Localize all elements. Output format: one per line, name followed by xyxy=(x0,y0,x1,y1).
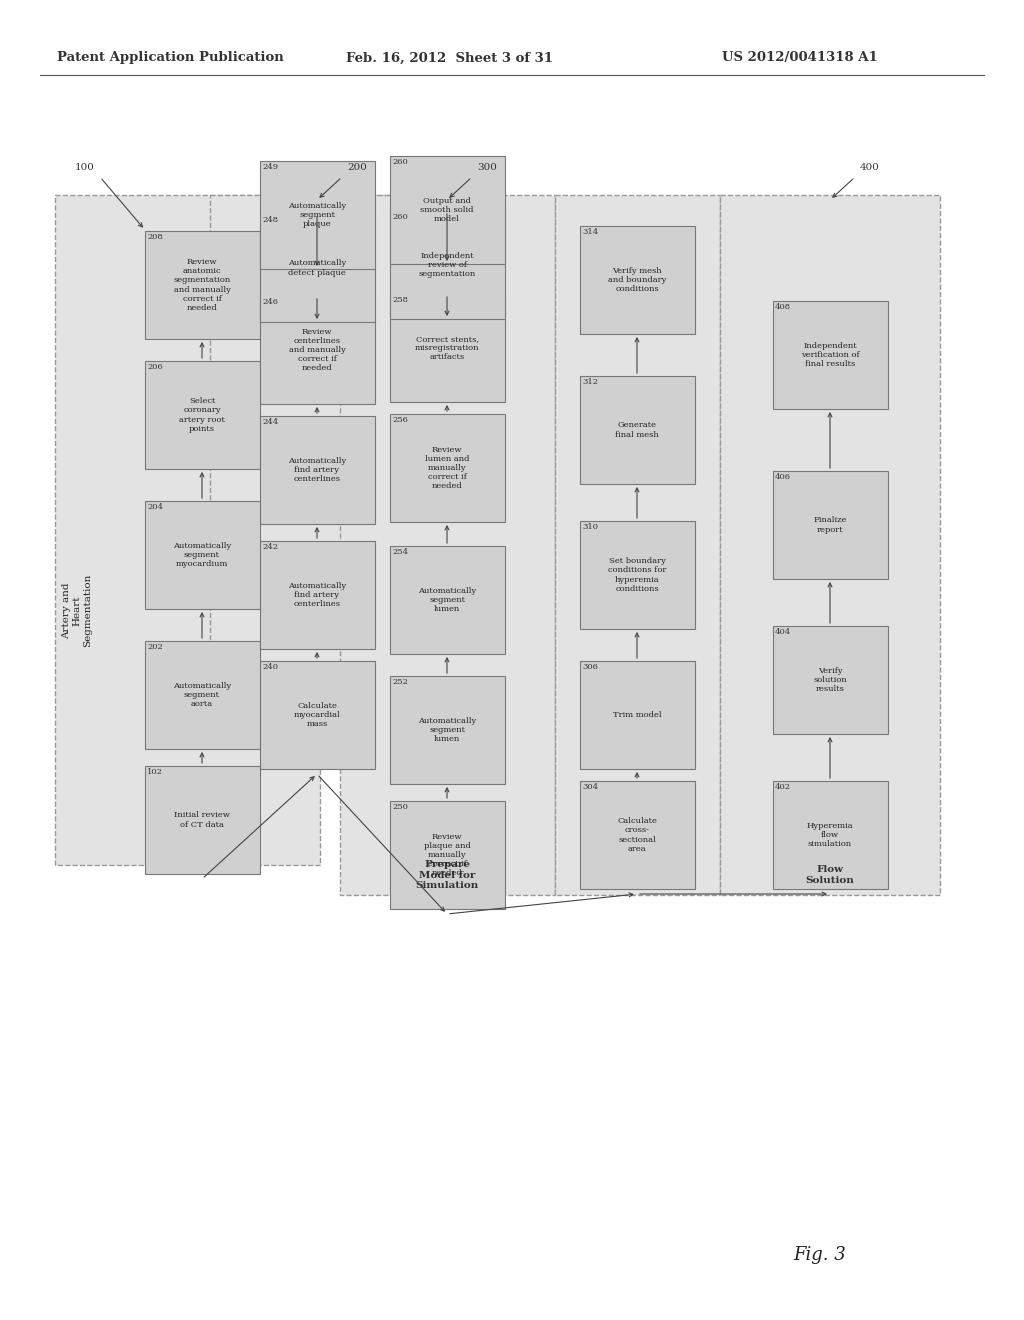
Bar xyxy=(580,781,695,888)
Bar xyxy=(580,661,695,770)
Text: Automatically
segment
myocardium: Automatically segment myocardium xyxy=(173,541,231,568)
Text: 258: 258 xyxy=(392,296,408,304)
Bar xyxy=(390,294,505,403)
Bar xyxy=(340,195,555,895)
Bar xyxy=(390,211,505,319)
Text: Feb. 16, 2012  Sheet 3 of 31: Feb. 16, 2012 Sheet 3 of 31 xyxy=(346,51,554,65)
Bar xyxy=(555,195,720,895)
Text: Automatically
segment
lumen: Automatically segment lumen xyxy=(418,717,476,743)
Text: 300: 300 xyxy=(477,162,497,172)
Text: 254: 254 xyxy=(392,548,409,556)
Bar xyxy=(260,161,375,269)
Text: 402: 402 xyxy=(775,783,791,791)
Bar xyxy=(210,195,425,725)
Text: Review
plaque and
manually
correct if
needed: Review plaque and manually correct if ne… xyxy=(424,833,470,878)
Text: 242: 242 xyxy=(262,543,278,550)
Text: Fig. 3: Fig. 3 xyxy=(794,1246,847,1265)
Text: 102: 102 xyxy=(147,768,163,776)
Text: Automatically
segment
lumen: Automatically segment lumen xyxy=(418,587,476,614)
Bar xyxy=(773,781,888,888)
Text: Correct stents,
misregistration
artifacts: Correct stents, misregistration artifact… xyxy=(415,335,479,362)
Bar xyxy=(145,502,260,609)
Text: Review
centerlines
and manually
correct if
needed: Review centerlines and manually correct … xyxy=(289,327,345,372)
Bar xyxy=(145,766,260,874)
Bar xyxy=(773,471,888,579)
Text: 200: 200 xyxy=(347,162,367,172)
Text: Hyperemia
flow
simulation: Hyperemia flow simulation xyxy=(807,822,853,849)
Text: Verify mesh
and boundary
conditions: Verify mesh and boundary conditions xyxy=(608,267,667,293)
Bar xyxy=(260,296,375,404)
Text: Verify
solution
results: Verify solution results xyxy=(813,667,847,693)
Bar xyxy=(390,546,505,653)
Text: Trim model: Trim model xyxy=(612,711,662,719)
Text: 248: 248 xyxy=(262,216,279,224)
Text: Finalize
report: Finalize report xyxy=(813,516,847,533)
Text: Automatically
detect plaque: Automatically detect plaque xyxy=(288,260,346,277)
Text: Automatically
segment
plaque: Automatically segment plaque xyxy=(288,202,346,228)
Text: 249: 249 xyxy=(262,162,279,172)
Bar xyxy=(260,416,375,524)
Text: 206: 206 xyxy=(147,363,163,371)
Text: Select
coronary
artery root
points: Select coronary artery root points xyxy=(179,397,225,433)
Text: Automatically
find artery
centerlines: Automatically find artery centerlines xyxy=(288,457,346,483)
Bar xyxy=(773,301,888,409)
Text: Initial review
of CT data: Initial review of CT data xyxy=(174,812,230,829)
Text: 208: 208 xyxy=(147,234,163,242)
Text: 260: 260 xyxy=(392,158,408,166)
Text: 202: 202 xyxy=(147,643,163,651)
Text: Patent Application Publication: Patent Application Publication xyxy=(56,51,284,65)
Text: 306: 306 xyxy=(582,663,598,671)
Text: Generate
final mesh: Generate final mesh xyxy=(615,421,658,438)
Text: Output and
smooth solid
model: Output and smooth solid model xyxy=(420,197,474,223)
Text: Review
lumen and
manually
correct if
needed: Review lumen and manually correct if nee… xyxy=(425,446,469,491)
Text: 304: 304 xyxy=(582,783,598,791)
Bar xyxy=(580,226,695,334)
Bar xyxy=(145,231,260,339)
Text: Artery and
Heart
Segmentation: Artery and Heart Segmentation xyxy=(62,574,92,647)
Bar xyxy=(390,414,505,521)
Bar xyxy=(580,376,695,484)
Text: US 2012/0041318 A1: US 2012/0041318 A1 xyxy=(722,51,878,65)
Text: Independent
verification of
final results: Independent verification of final result… xyxy=(801,342,859,368)
Text: 404: 404 xyxy=(775,628,792,636)
Bar xyxy=(55,195,319,865)
Text: Calculate
cross-
sectional
area: Calculate cross- sectional area xyxy=(617,817,657,853)
Text: 246: 246 xyxy=(262,298,278,306)
Bar xyxy=(773,626,888,734)
Text: 406: 406 xyxy=(775,473,791,480)
Text: Flow
Solution: Flow Solution xyxy=(806,866,854,884)
Text: 260: 260 xyxy=(392,213,408,220)
Text: Automatically
segment
aorta: Automatically segment aorta xyxy=(173,682,231,709)
Text: 100: 100 xyxy=(75,162,95,172)
Text: 256: 256 xyxy=(392,416,408,424)
Text: Set boundary
conditions for
hyperemia
conditions: Set boundary conditions for hyperemia co… xyxy=(608,557,667,593)
Text: 244: 244 xyxy=(262,418,279,426)
Bar xyxy=(145,642,260,748)
Text: 408: 408 xyxy=(775,304,792,312)
Text: Calculate
myocardial
mass: Calculate myocardial mass xyxy=(294,702,340,729)
Bar xyxy=(260,661,375,770)
Text: 252: 252 xyxy=(392,678,408,686)
Text: 314: 314 xyxy=(582,228,598,236)
Bar xyxy=(260,541,375,649)
Text: Independent
review of
segmentation: Independent review of segmentation xyxy=(419,252,475,279)
Text: 310: 310 xyxy=(582,523,598,531)
Text: 204: 204 xyxy=(147,503,163,511)
Text: Automatically
find artery
centerlines: Automatically find artery centerlines xyxy=(288,582,346,609)
Text: 250: 250 xyxy=(392,803,408,810)
Text: Prepare
Model for
Simulation: Prepare Model for Simulation xyxy=(416,861,478,890)
Text: Review
anatomic
segmentation
and manually
correct if
needed: Review anatomic segmentation and manuall… xyxy=(173,257,230,312)
Bar xyxy=(390,801,505,909)
Bar xyxy=(580,521,695,630)
Text: 400: 400 xyxy=(860,162,880,172)
Text: 312: 312 xyxy=(582,378,598,385)
Bar xyxy=(720,195,940,895)
Bar xyxy=(145,360,260,469)
Bar xyxy=(390,156,505,264)
Bar xyxy=(260,214,375,322)
Text: 240: 240 xyxy=(262,663,278,671)
Bar xyxy=(390,676,505,784)
